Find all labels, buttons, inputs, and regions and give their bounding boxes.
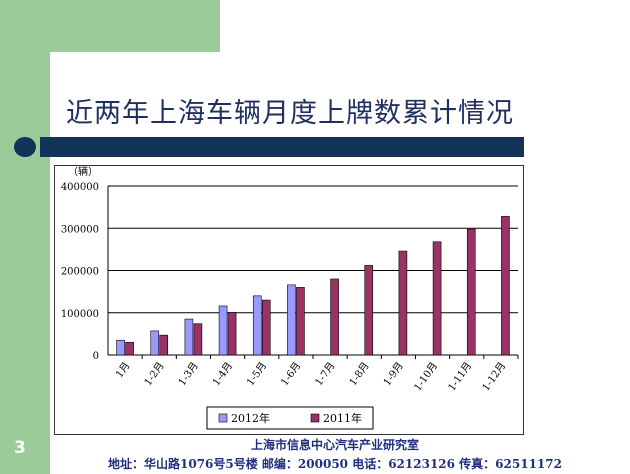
x-tick-label: 1-2月 — [142, 360, 167, 388]
slide-number: 3 — [14, 438, 26, 458]
x-tick-label: 1-3月 — [176, 360, 201, 388]
legend-box — [206, 406, 374, 430]
bar-2012 — [116, 339, 125, 356]
y-tick-label: 0 — [93, 351, 99, 362]
x-tick-label: 1-12月 — [480, 360, 508, 393]
title-bullet — [14, 137, 36, 157]
bar-2012 — [287, 284, 296, 356]
bar-2011 — [501, 216, 510, 356]
x-tick-label: 1月 — [113, 360, 132, 380]
y-axis-unit-label: （辆） — [68, 165, 98, 178]
x-tick-label: 1-9月 — [381, 360, 406, 388]
title-underline-bar — [40, 137, 524, 157]
footer-contact: 地址：华山路1076号5号楼 邮编：200050 电话：62123126 传真：… — [108, 457, 562, 471]
footer-organization: 上海市信息中心汽车产业研究室 — [250, 438, 419, 452]
bar-2012 — [218, 305, 228, 356]
bar-2012 — [150, 330, 160, 356]
bar-2011 — [364, 265, 374, 356]
bar-2011 — [159, 334, 169, 356]
y-tick-label: 200000 — [61, 267, 99, 278]
y-tick-label: 100000 — [61, 309, 99, 320]
legend-label: 2012年 — [231, 411, 270, 425]
x-tick-label: 1-7月 — [313, 360, 338, 388]
top-accent-bar — [0, 0, 220, 52]
x-tick-label: 1-8月 — [347, 360, 372, 388]
bar-chart: 0 100000 200000 300000 400000 （辆） 1月 1-2月 1-3月 1-… — [61, 165, 519, 430]
bar-2011 — [432, 241, 442, 356]
bar-2011 — [398, 250, 408, 356]
bar-2012 — [252, 295, 262, 356]
y-tick-label: 300000 — [61, 224, 99, 235]
bar-2011 — [193, 323, 203, 356]
bar-2011 — [330, 278, 339, 356]
legend-label: 2011年 — [323, 411, 362, 425]
bar-2011 — [125, 342, 134, 356]
x-tick-label: 1-11月 — [446, 360, 474, 393]
left-accent-bar — [0, 0, 50, 474]
bar-2011 — [227, 312, 237, 356]
bar-2011 — [296, 287, 305, 356]
x-tick-label: 1-10月 — [412, 360, 440, 393]
slide-title: 近两年上海车辆月度上牌数累计情况 — [66, 98, 514, 129]
bar-2011 — [466, 228, 476, 356]
x-tick-label: 1-5月 — [244, 360, 269, 388]
legend-swatch — [218, 413, 228, 423]
bar-2012 — [184, 318, 194, 356]
y-tick-label: 400000 — [61, 182, 99, 193]
bar-2011 — [261, 299, 271, 356]
legend-swatch — [310, 413, 320, 423]
x-tick-label: 1-4月 — [210, 360, 235, 388]
x-tick-label: 1-6月 — [279, 360, 304, 388]
